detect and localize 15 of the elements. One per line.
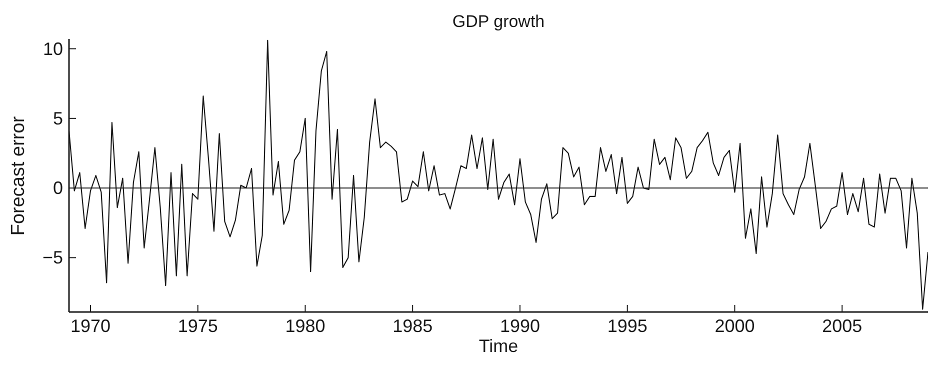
y-tick-label: 0 [52, 178, 63, 198]
x-axis-title: Time [478, 336, 520, 357]
x-tick-label: 1970 [70, 316, 110, 336]
x-tick-label: 1980 [285, 316, 326, 336]
x-tick-label: 1990 [500, 316, 540, 336]
y-tick-label: 5 [52, 108, 63, 128]
x-tick-label: 2005 [822, 316, 862, 336]
y-axis-title: Forecast error [8, 116, 30, 236]
y-tick-label: −5 [42, 248, 63, 268]
x-tick-label: 1975 [178, 316, 218, 336]
x-tick-label: 1995 [607, 316, 648, 336]
x-tick-label: 1985 [392, 316, 433, 336]
x-tick-label: 2000 [714, 316, 755, 336]
chart-title: GDP growth [451, 12, 546, 32]
y-tick-label: 10 [42, 38, 63, 59]
